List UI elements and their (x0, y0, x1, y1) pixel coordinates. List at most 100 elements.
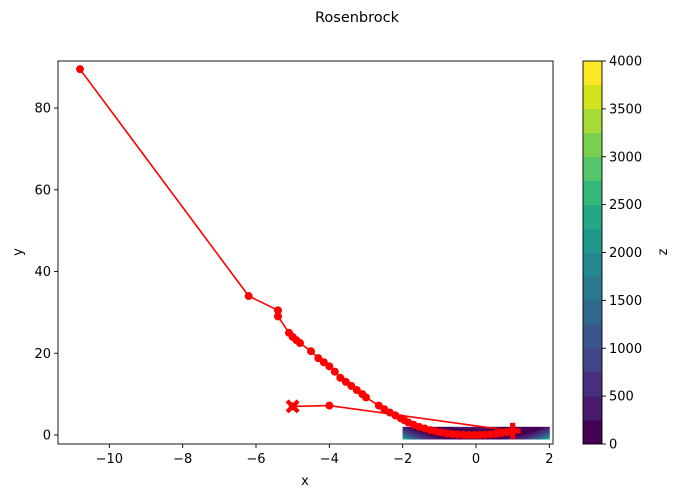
contour-cell (527, 429, 529, 431)
contour-cell (418, 433, 421, 435)
contour-cell (405, 436, 407, 437)
contour-cell (468, 427, 471, 429)
contour-cell (543, 438, 545, 439)
contour-cell (524, 430, 527, 432)
contour-cell (537, 432, 539, 434)
contour-cell (516, 433, 518, 435)
contour-cell (482, 438, 484, 440)
colorbar-band (583, 396, 602, 421)
contour-cell (414, 436, 417, 437)
contour-cell (460, 428, 462, 430)
plot-area (57, 60, 554, 445)
contour-cell (542, 427, 544, 429)
contour-cell (543, 433, 545, 435)
contour-cell (485, 428, 488, 430)
contour-cell (482, 429, 484, 431)
contour-cell (540, 430, 543, 432)
contour-cell (524, 431, 527, 433)
contour-cell (495, 438, 498, 439)
contour-cell (531, 427, 533, 429)
contour-cell (435, 437, 438, 439)
contour-cell (444, 428, 446, 430)
contour-cell (490, 429, 493, 431)
contour-cell (402, 434, 405, 436)
contour-cell (406, 435, 408, 437)
contour-cell (403, 431, 406, 433)
contour-cell (491, 429, 494, 431)
contour-cell (405, 437, 407, 438)
contour-cell (500, 436, 503, 438)
contour-cell (545, 436, 548, 438)
contour-cell (414, 434, 417, 436)
contour-cell (522, 436, 525, 438)
contour-cell (418, 435, 421, 437)
contour-cell (531, 431, 533, 433)
contour-cell (507, 426, 510, 428)
contour-cell (469, 438, 472, 440)
contour-cell (531, 436, 533, 438)
contour-cell (509, 438, 511, 440)
contour-cell (403, 433, 406, 435)
contour-cell (502, 437, 505, 439)
contour-cell (419, 435, 422, 437)
contour-cell (423, 432, 426, 434)
contour-cell (472, 429, 474, 431)
contour-cell (482, 430, 484, 432)
contour-cell (507, 435, 510, 437)
contour-cell (406, 429, 408, 431)
contour-cell (517, 427, 520, 429)
contour-cell (543, 436, 545, 438)
contour-cell (441, 438, 444, 439)
contour-cell (522, 433, 525, 435)
contour-cell (434, 437, 437, 439)
contour-cell (534, 437, 537, 438)
contour-cell (423, 437, 426, 438)
contour-cell (489, 438, 492, 440)
contour-cell (480, 429, 483, 431)
contour-cell (405, 431, 407, 433)
contour-cell (407, 432, 410, 434)
contour-cell (534, 436, 537, 438)
contour-cell (484, 429, 487, 431)
x-tick-label: −10 (96, 452, 123, 467)
contour-cell (545, 433, 548, 435)
contour-cell (535, 428, 538, 430)
contour-cell (534, 433, 537, 435)
contour-cell (524, 429, 527, 431)
contour-cell (410, 428, 412, 430)
contour-cell (435, 435, 438, 436)
contour-cell (542, 437, 544, 438)
path-point (244, 292, 253, 301)
contour-cell (403, 429, 406, 431)
contour-cell (506, 426, 509, 428)
contour-cell (518, 437, 521, 439)
contour-cell (539, 427, 542, 429)
contour-cell (413, 430, 416, 432)
path-point (307, 347, 315, 356)
contour-cell (534, 432, 537, 434)
contour-cell (434, 436, 437, 437)
contour-cell (403, 432, 406, 434)
contour-cell (546, 431, 549, 433)
contour-cell (534, 429, 537, 431)
contour-cell (429, 437, 432, 439)
contour-cell (516, 435, 518, 436)
contour-cell (520, 436, 522, 438)
contour-cell (472, 428, 474, 430)
x-tick-label: −2 (393, 452, 412, 467)
contour-cell (452, 429, 455, 431)
contour-cell (546, 428, 549, 430)
contour-cell (460, 438, 462, 439)
contour-cell (543, 437, 545, 439)
contour-cell (522, 426, 525, 428)
contour-cell (455, 428, 457, 430)
contour-cell (414, 435, 417, 436)
contour-cell (491, 428, 494, 430)
contour-cell (484, 438, 487, 440)
contour-cell (447, 428, 450, 430)
contour-cell (408, 431, 411, 433)
contour-cell (521, 428, 523, 430)
contour-cell (458, 438, 461, 440)
contour-cell (543, 428, 545, 430)
contour-cell (466, 426, 468, 428)
